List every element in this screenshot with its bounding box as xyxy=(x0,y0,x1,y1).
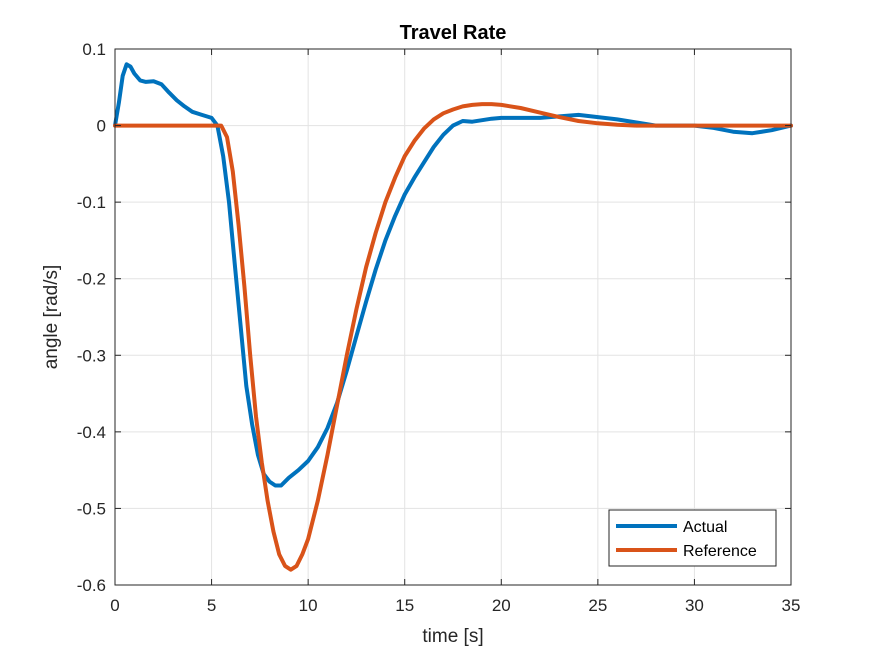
y-tick-label: -0.2 xyxy=(77,270,106,289)
x-tick-label: 0 xyxy=(110,596,119,615)
series-line-reference xyxy=(113,102,793,572)
legend: Actual Reference xyxy=(608,509,777,567)
x-axis-label: time [s] xyxy=(422,626,483,647)
series-line-actual xyxy=(113,62,793,488)
legend-label-actual: Actual xyxy=(683,519,727,536)
y-tick-label: -0.6 xyxy=(77,576,106,595)
y-tick-labels: -0.6 -0.5 -0.4 -0.3 -0.2 -0.1 0 0.1 xyxy=(77,40,106,595)
x-tick-label: 5 xyxy=(207,596,216,615)
series-lines xyxy=(113,62,793,572)
x-tick-labels: 0 5 10 15 20 25 30 35 xyxy=(110,596,800,615)
y-tick-label: -0.1 xyxy=(77,193,106,212)
y-tick-label: -0.5 xyxy=(77,499,106,518)
y-axis-label: angle [rad/s] xyxy=(41,265,62,370)
legend-label-reference: Reference xyxy=(683,543,757,560)
x-tick-label: 15 xyxy=(395,596,414,615)
plot-area xyxy=(113,48,793,586)
y-tick-label: -0.3 xyxy=(77,346,106,365)
x-tick-label: 20 xyxy=(492,596,511,615)
x-tick-label: 10 xyxy=(299,596,318,615)
x-tick-label: 25 xyxy=(588,596,607,615)
y-tick-label: -0.4 xyxy=(77,423,106,442)
x-tick-label: 35 xyxy=(782,596,801,615)
y-tick-label: 0 xyxy=(97,117,106,136)
x-tick-label: 30 xyxy=(685,596,704,615)
y-tick-label: 0.1 xyxy=(82,40,106,59)
axes-box xyxy=(114,48,792,586)
tick-marks xyxy=(114,48,792,586)
legend-box xyxy=(608,509,777,567)
chart-title: Travel Rate xyxy=(400,22,507,44)
